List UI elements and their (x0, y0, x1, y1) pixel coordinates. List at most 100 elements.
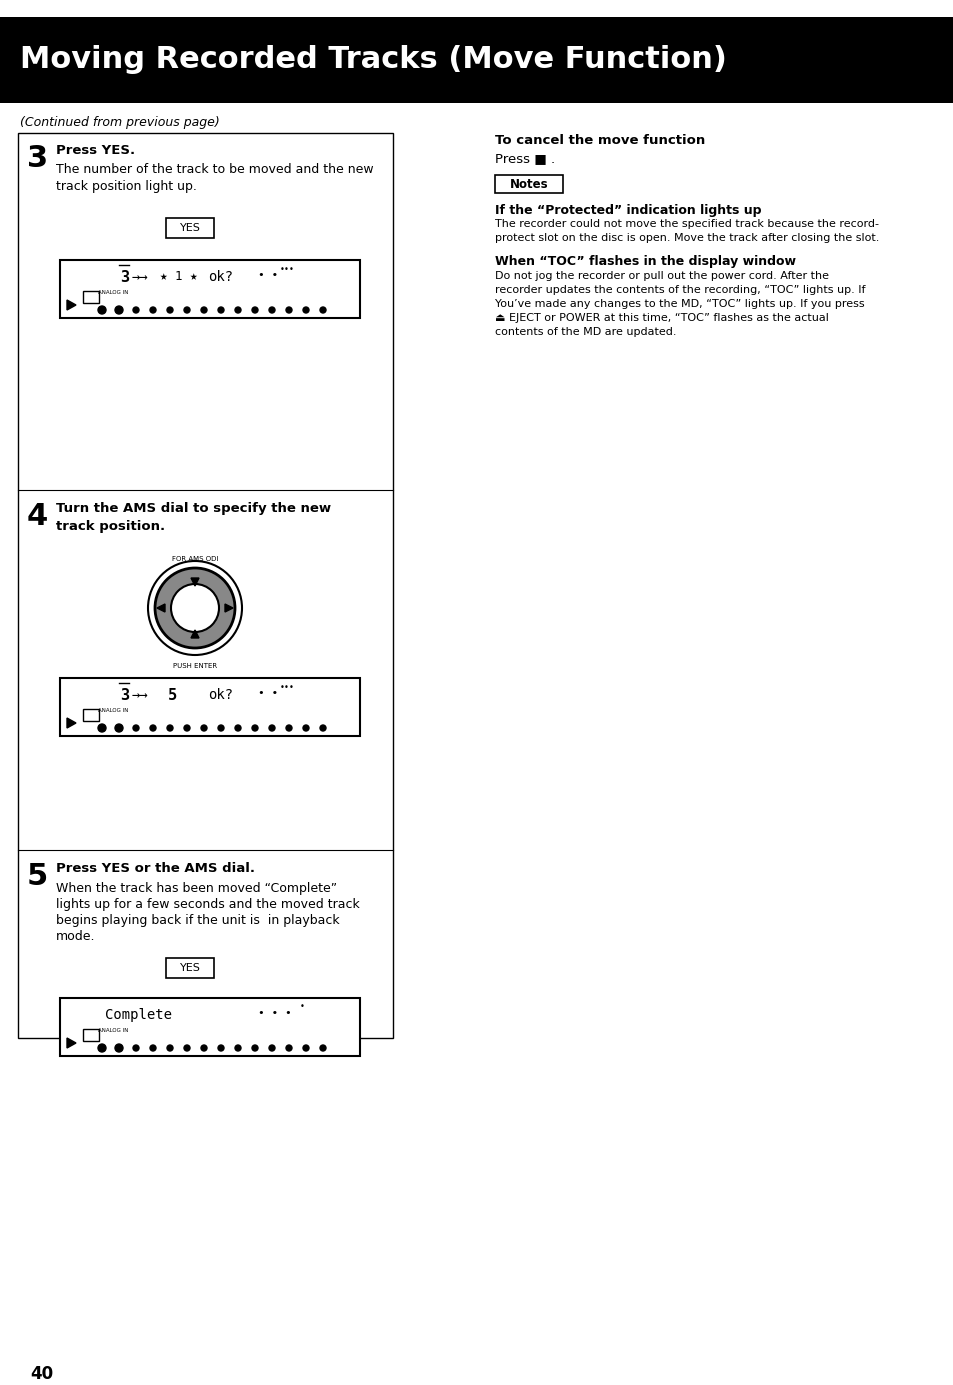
Circle shape (115, 1044, 123, 1053)
Circle shape (201, 724, 207, 731)
Text: •••: ••• (280, 265, 294, 274)
Text: begins playing back if the unit is  in playback: begins playing back if the unit is in pl… (56, 914, 339, 927)
Circle shape (269, 307, 274, 313)
Text: track position.: track position. (56, 519, 165, 533)
Circle shape (167, 724, 172, 731)
Text: • • •: • • • (257, 1008, 292, 1018)
Bar (166, 217, 213, 238)
Text: The number of the track to be moved and the new: The number of the track to be moved and … (56, 163, 374, 176)
Circle shape (201, 1046, 207, 1051)
Text: →→: →→ (132, 270, 149, 284)
Circle shape (150, 1046, 156, 1051)
Text: 5: 5 (168, 688, 177, 704)
Text: 3: 3 (27, 144, 48, 173)
Text: track position light up.: track position light up. (56, 180, 196, 193)
Polygon shape (157, 604, 165, 612)
Circle shape (303, 307, 309, 313)
Circle shape (148, 561, 242, 655)
Text: lights up for a few seconds and the moved track: lights up for a few seconds and the move… (56, 897, 359, 911)
Circle shape (319, 1046, 326, 1051)
Bar (60, 679, 359, 735)
Text: recorder updates the contents of the recording, “TOC” lights up. If: recorder updates the contents of the rec… (495, 285, 864, 295)
Text: • •: • • (257, 688, 278, 698)
Circle shape (98, 306, 106, 314)
Circle shape (115, 724, 123, 733)
Text: YES: YES (179, 223, 200, 233)
Polygon shape (67, 717, 76, 729)
Text: To cancel the move function: To cancel the move function (495, 134, 704, 147)
Circle shape (132, 724, 139, 731)
Text: PUSH ENTER: PUSH ENTER (172, 663, 217, 669)
Bar (60, 999, 359, 1055)
Circle shape (171, 584, 219, 632)
Circle shape (218, 724, 224, 731)
Text: ★ 1 ★: ★ 1 ★ (160, 270, 197, 283)
Bar (18, 133, 393, 1037)
Text: FOR AMS ODI: FOR AMS ODI (172, 555, 218, 562)
Circle shape (303, 1046, 309, 1051)
Text: ANALOG IN: ANALOG IN (98, 289, 129, 295)
Text: Press YES or the AMS dial.: Press YES or the AMS dial. (56, 861, 254, 875)
Circle shape (252, 1046, 257, 1051)
Bar (0, 17, 953, 102)
Circle shape (154, 568, 234, 648)
Text: protect slot on the disc is open. Move the track after closing the slot.: protect slot on the disc is open. Move t… (495, 233, 879, 242)
Text: 40: 40 (30, 1366, 53, 1384)
Bar (83, 1029, 99, 1042)
Circle shape (167, 307, 172, 313)
Text: •: • (299, 1001, 305, 1011)
Text: ok?: ok? (208, 270, 233, 284)
Circle shape (218, 307, 224, 313)
Text: 3: 3 (120, 688, 129, 704)
Circle shape (269, 1046, 274, 1051)
Bar (60, 260, 359, 319)
Circle shape (115, 306, 123, 314)
Circle shape (167, 1046, 172, 1051)
Text: •••: ••• (280, 683, 294, 692)
Polygon shape (67, 301, 76, 310)
Circle shape (234, 724, 241, 731)
Text: 3: 3 (120, 270, 129, 285)
Bar (83, 291, 99, 303)
Text: Complete: Complete (105, 1008, 172, 1022)
Text: Do not jog the recorder or pull out the power cord. After the: Do not jog the recorder or pull out the … (495, 271, 828, 281)
Text: ANALOG IN: ANALOG IN (98, 708, 129, 713)
Circle shape (201, 307, 207, 313)
Text: contents of the MD are updated.: contents of the MD are updated. (495, 327, 676, 337)
Circle shape (150, 307, 156, 313)
Bar (83, 709, 99, 722)
Circle shape (132, 1046, 139, 1051)
Circle shape (218, 1046, 224, 1051)
Text: You’ve made any changes to the MD, “TOC” lights up. If you press: You’ve made any changes to the MD, “TOC”… (495, 299, 863, 309)
Text: ok?: ok? (208, 688, 233, 702)
Text: When “TOC” flashes in the display window: When “TOC” flashes in the display window (495, 255, 795, 269)
Text: Press ■ .: Press ■ . (495, 152, 555, 165)
Text: If the “Protected” indication lights up: If the “Protected” indication lights up (495, 204, 760, 217)
Circle shape (184, 724, 190, 731)
Text: The recorder could not move the specified track because the record-: The recorder could not move the specifie… (495, 219, 878, 229)
Text: When the track has been moved “Complete”: When the track has been moved “Complete” (56, 882, 336, 895)
Text: 5: 5 (27, 861, 49, 891)
Circle shape (184, 307, 190, 313)
Circle shape (234, 1046, 241, 1051)
Polygon shape (225, 604, 233, 612)
Circle shape (252, 724, 257, 731)
Text: mode.: mode. (56, 929, 95, 943)
Text: Moving Recorded Tracks (Move Function): Moving Recorded Tracks (Move Function) (20, 46, 726, 75)
Circle shape (234, 307, 241, 313)
Circle shape (98, 1044, 106, 1053)
Bar (495, 175, 562, 193)
Circle shape (303, 724, 309, 731)
Text: →→: →→ (132, 688, 149, 702)
Text: ⏏ EJECT or POWER at this time, “TOC” flashes as the actual: ⏏ EJECT or POWER at this time, “TOC” fla… (495, 313, 828, 323)
Text: YES: YES (179, 963, 200, 974)
Polygon shape (191, 630, 199, 638)
Text: Turn the AMS dial to specify the new: Turn the AMS dial to specify the new (56, 501, 331, 515)
Circle shape (319, 724, 326, 731)
Circle shape (150, 724, 156, 731)
Circle shape (286, 1046, 292, 1051)
Circle shape (286, 724, 292, 731)
Circle shape (252, 307, 257, 313)
Polygon shape (191, 578, 199, 586)
Text: • •: • • (257, 270, 278, 280)
